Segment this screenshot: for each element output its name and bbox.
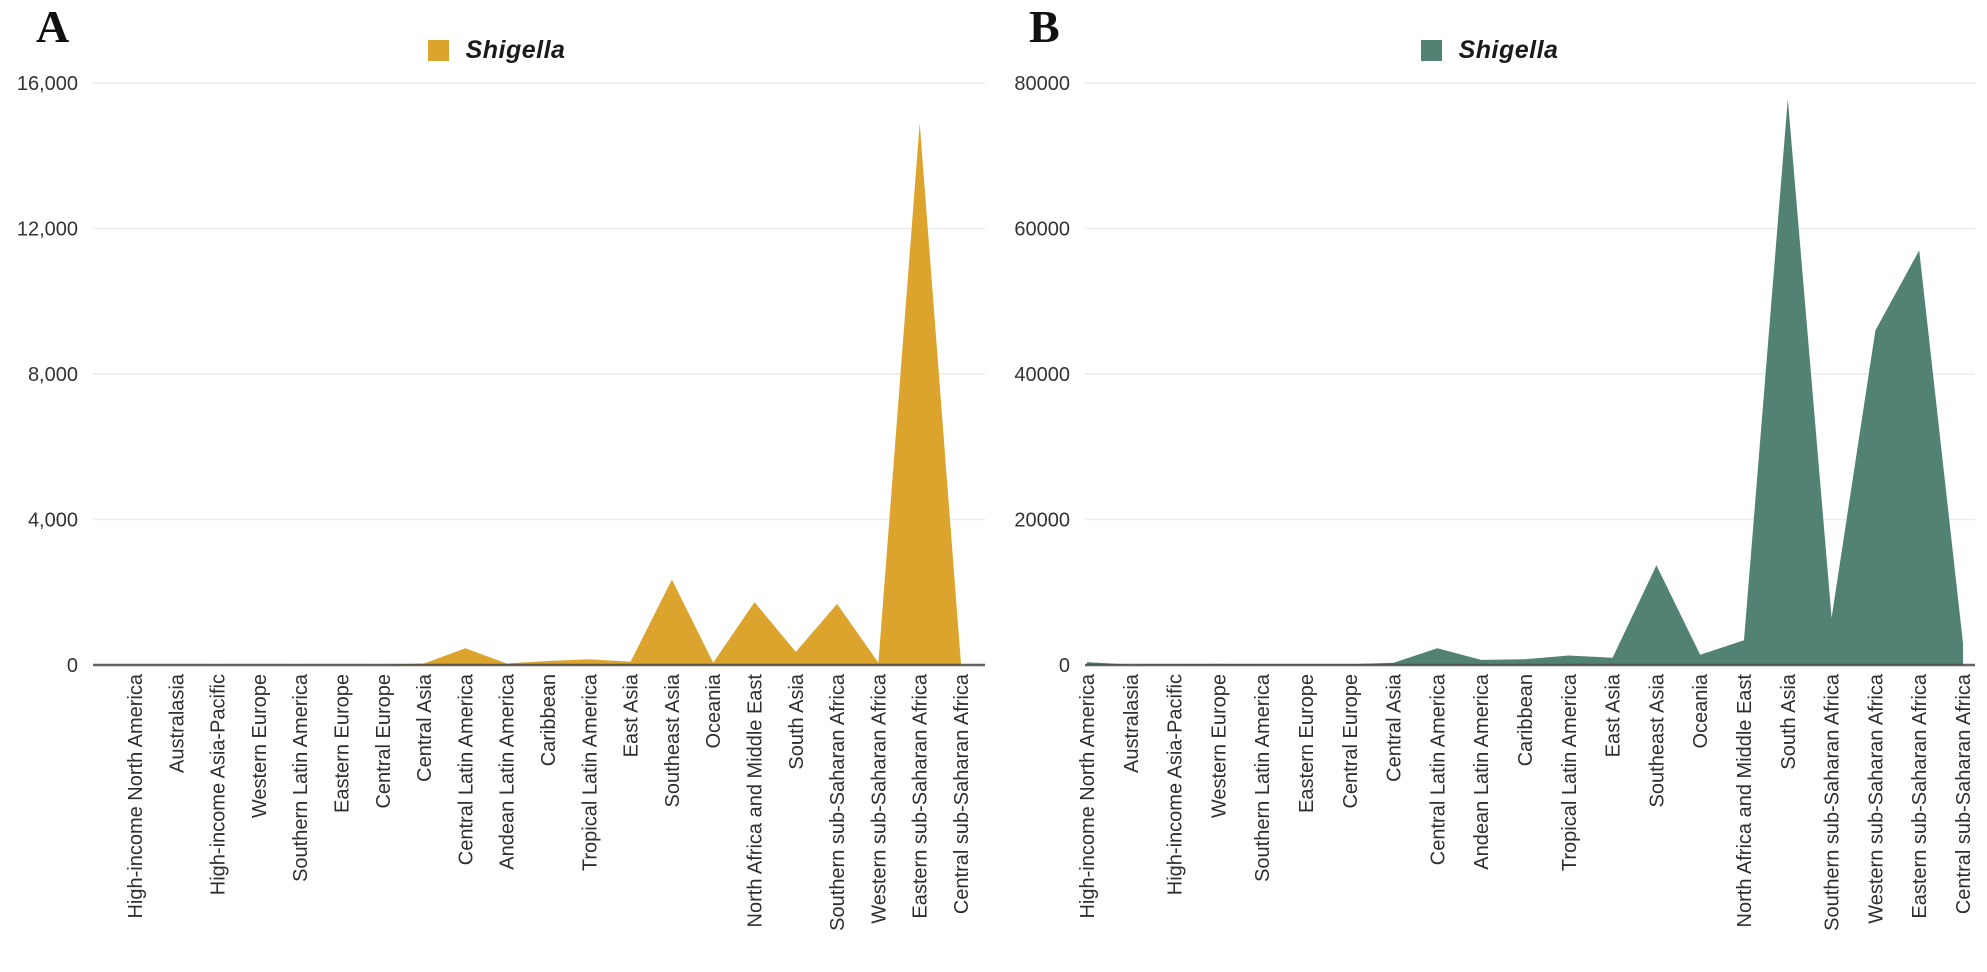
y-tick-label: 60000 xyxy=(1014,219,1070,241)
area-chart-a: 0 4,000 8,000 12,000 16,000 High-income North… xyxy=(17,73,985,931)
panel-a: A Shigella 0 4,000 8,000 12,000 16,000 High-i… xyxy=(0,0,993,972)
x-category-label: Central Latin America xyxy=(1427,673,1449,865)
x-category-label: South Asia xyxy=(1778,673,1800,770)
x-category-label: Central Europe xyxy=(373,674,395,809)
area-shape xyxy=(135,123,961,665)
x-category-label: High-income Asia-Pacific xyxy=(1165,674,1187,895)
x-category-label: High-income Asia-Pacific xyxy=(208,674,230,895)
x-category-label: Oceania xyxy=(1690,673,1712,748)
x-category-label: Western Europe xyxy=(249,674,271,818)
x-category-label: Caribbean xyxy=(538,674,560,766)
panel-b-letter: B xyxy=(1029,1,1060,52)
x-category-label: Central Asia xyxy=(1384,673,1406,782)
x-category-label: Andean Latin America xyxy=(1471,673,1493,870)
y-tick-label: 40000 xyxy=(1014,364,1070,386)
area-shape xyxy=(1087,99,1963,665)
x-category-label: Oceania xyxy=(703,673,725,748)
x-category-label: Western Europe xyxy=(1208,674,1230,818)
x-category-label: Southern sub-Saharan Africa xyxy=(827,673,849,931)
y-tick-label: 0 xyxy=(67,655,78,677)
panel-a-letter: A xyxy=(36,1,70,52)
y-tick-label: 4,000 xyxy=(28,510,78,532)
x-category-label: Eastern Europe xyxy=(1296,674,1318,813)
y-tick-label: 8,000 xyxy=(28,364,78,386)
x-category-label: Southern Latin America xyxy=(290,673,312,882)
y-tick-label: 20000 xyxy=(1014,510,1070,532)
x-category-label: Australasia xyxy=(166,673,188,773)
x-category-label: Australasia xyxy=(1121,673,1143,773)
x-category-label: Eastern sub-Saharan Africa xyxy=(910,673,932,918)
x-category-label: East Asia xyxy=(1603,673,1625,757)
x-category-label: Western sub-Saharan Africa xyxy=(868,673,890,924)
y-tick-label: 12,000 xyxy=(17,219,78,241)
x-category-label: Eastern Europe xyxy=(332,674,354,813)
x-category-label: Southeast Asia xyxy=(662,673,684,807)
x-category-label: Southeast Asia xyxy=(1646,673,1668,807)
y-tick-label: 16,000 xyxy=(17,73,78,95)
x-category-label: Central Europe xyxy=(1340,674,1362,809)
area-chart-b: 0 20000 40000 60000 80000 High-income North A… xyxy=(1014,73,1975,931)
x-category-label: Tropical Latin America xyxy=(579,673,601,871)
x-category-label: Caribbean xyxy=(1515,674,1537,766)
x-category-label: High-income North America xyxy=(125,673,147,918)
x-category-label: Central sub-Saharan Africa xyxy=(1953,673,1975,914)
x-category-label: Eastern sub-Saharan Africa xyxy=(1909,673,1931,918)
x-category-label: Southern sub-Saharan Africa xyxy=(1822,673,1844,931)
x-category-label: South Asia xyxy=(786,673,808,770)
x-category-label: Western sub-Saharan Africa xyxy=(1865,673,1887,924)
panel-b: B Shigella 0 20000 40000 60000 80000 High-inc… xyxy=(993,0,1986,972)
x-category-label: High-income North America xyxy=(1077,673,1099,918)
y-tick-label: 80000 xyxy=(1014,73,1070,95)
y-tick-label: 0 xyxy=(1059,655,1070,677)
x-category-label: Central Latin America xyxy=(455,673,477,865)
x-category-label: Central sub-Saharan Africa xyxy=(951,673,973,914)
x-category-label: North Africa and Middle East xyxy=(745,674,767,928)
x-category-label: East Asia xyxy=(621,673,643,757)
x-category-label: North Africa and Middle East xyxy=(1734,674,1756,928)
x-category-label: Tropical Latin America xyxy=(1559,673,1581,871)
x-category-label: Southern Latin America xyxy=(1252,673,1274,882)
x-category-label: Andean Latin America xyxy=(497,673,519,870)
x-category-label: Central Asia xyxy=(414,673,436,782)
